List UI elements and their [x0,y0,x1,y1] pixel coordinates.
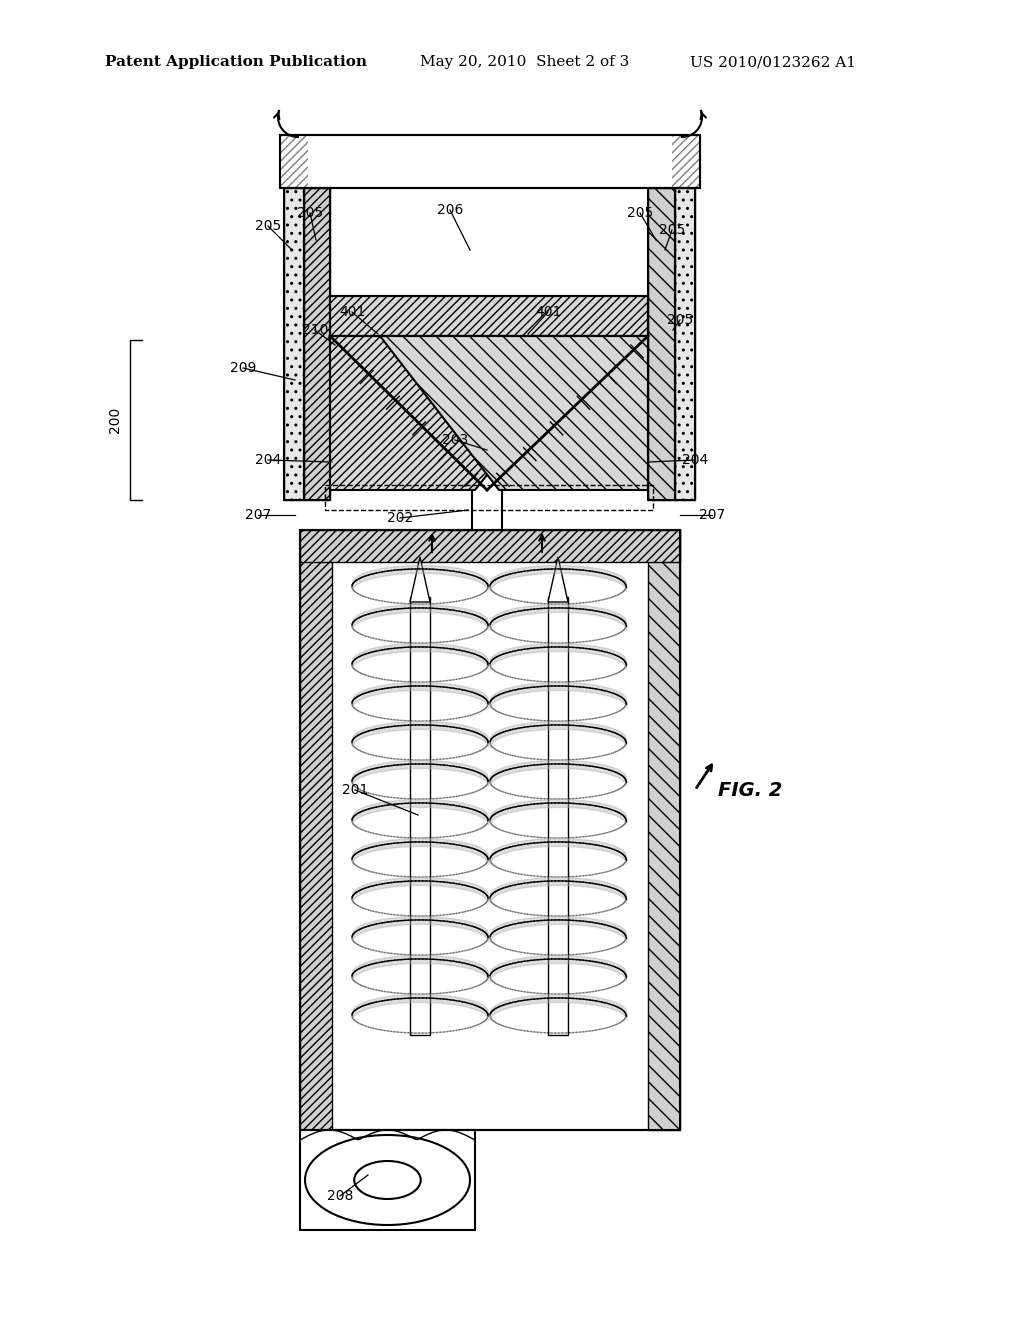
Text: 205: 205 [627,206,653,220]
Ellipse shape [354,1162,421,1199]
Polygon shape [548,557,568,602]
Text: 200: 200 [108,407,122,433]
Bar [548,597,568,1035]
Bar [330,296,648,337]
Text: 210: 210 [302,323,328,337]
Text: 207: 207 [698,508,725,521]
Text: Patent Application Publication: Patent Application Publication [105,55,367,69]
Bar [648,187,675,500]
Bar [300,1130,475,1230]
Text: 205: 205 [658,223,685,238]
Bar [648,531,680,1130]
Polygon shape [380,337,648,490]
Bar [304,187,330,500]
Text: US 2010/0123262 A1: US 2010/0123262 A1 [690,55,856,69]
Bar [410,597,430,1035]
Bar [284,187,304,500]
Bar [304,187,330,500]
Text: 201: 201 [342,783,369,797]
Bar [675,187,695,500]
Bar [675,187,695,500]
Text: FIG. 2: FIG. 2 [718,780,782,800]
Bar [330,296,648,337]
Text: 209: 209 [229,360,256,375]
Text: 208: 208 [327,1189,353,1203]
Text: 204: 204 [682,453,709,467]
Text: 205: 205 [297,206,324,220]
Bar [300,531,332,1130]
Bar [284,187,304,500]
Text: 206: 206 [437,203,463,216]
Bar [280,135,700,187]
Text: 401: 401 [535,305,561,319]
Text: 401: 401 [339,305,366,319]
Text: 205: 205 [255,219,282,234]
Ellipse shape [305,1135,470,1225]
Bar [325,484,653,510]
Bar [300,531,680,1130]
Polygon shape [410,557,430,602]
Bar [280,135,308,187]
Polygon shape [330,337,598,490]
Bar [280,135,700,187]
Bar [648,187,675,500]
Text: 204: 204 [255,453,282,467]
Text: 207: 207 [245,508,271,521]
Text: 202: 202 [387,511,413,525]
Text: 203: 203 [442,433,468,447]
Bar [300,531,680,1130]
Text: May 20, 2010  Sheet 2 of 3: May 20, 2010 Sheet 2 of 3 [420,55,630,69]
Bar [672,135,700,187]
Bar [300,531,680,562]
Text: 205: 205 [667,313,693,327]
